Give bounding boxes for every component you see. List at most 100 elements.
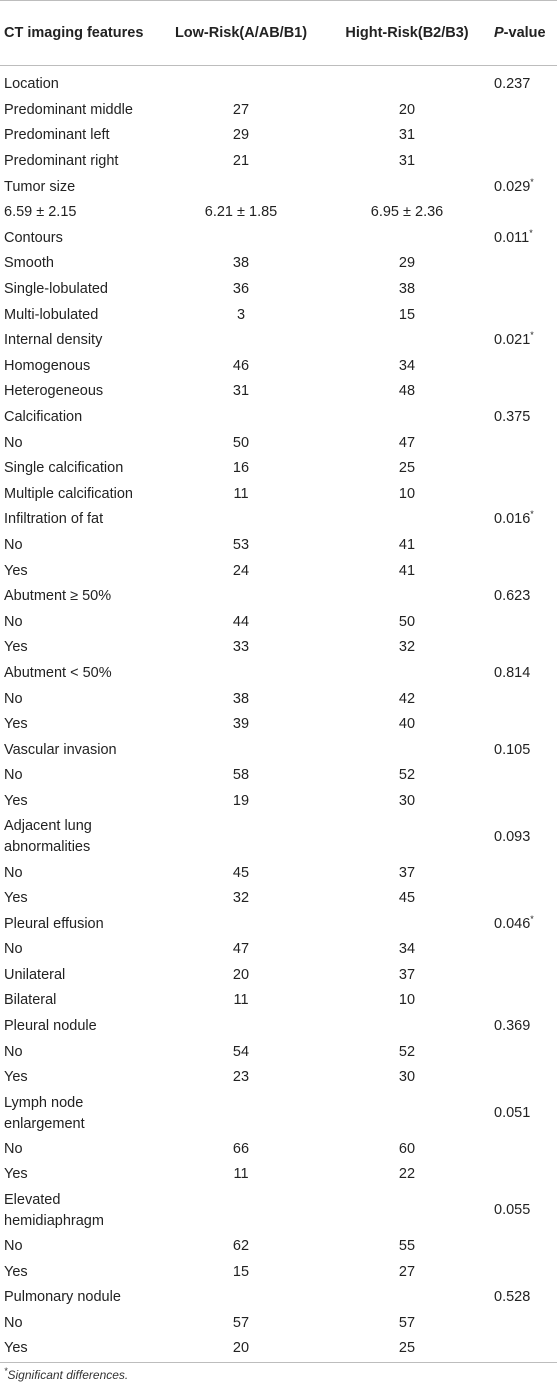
- cell-feature-text: Pleural nodule: [4, 1018, 97, 1035]
- cell-high-risk-text: 34: [398, 357, 416, 374]
- cell-low-risk: [158, 507, 324, 533]
- cell-high-risk: 47: [324, 430, 490, 456]
- cell-feature-text: Yes: [4, 639, 28, 656]
- cell-p-value: [490, 1259, 557, 1285]
- cell-feature: Multiple calcification: [0, 482, 158, 508]
- table-row: Lymph node enlargement 0.051: [0, 1091, 557, 1137]
- cell-feature: Adjacent lung abnormalities: [0, 814, 158, 860]
- cell-p-value: [490, 988, 557, 1014]
- cell-p-value-text: 0.046: [494, 915, 531, 932]
- table-row: Pleural nodule 0.369: [0, 1014, 557, 1040]
- cell-low-risk-text: 24: [232, 562, 250, 579]
- cell-feature-text: Calcification: [4, 409, 83, 426]
- cell-low-risk: 47: [158, 937, 324, 963]
- cell-feature-text: No: [4, 1043, 23, 1060]
- cell-high-risk: 52: [324, 763, 490, 789]
- cell-high-risk: 30: [324, 1065, 490, 1091]
- cell-low-risk-text: 66: [232, 1140, 250, 1157]
- cell-p-value: 0.375: [490, 405, 557, 431]
- cell-feature-text: Pleural effusion: [4, 915, 104, 932]
- cell-high-risk-text: 25: [398, 460, 416, 477]
- cell-high-risk: 22: [324, 1162, 490, 1188]
- cell-p-value: [490, 98, 557, 124]
- cell-low-risk-text: 16: [232, 460, 250, 477]
- cell-low-risk-text: 29: [232, 127, 250, 144]
- cell-feature-text: Adjacent lung abnormalities: [4, 818, 92, 856]
- cell-high-risk: 55: [324, 1234, 490, 1260]
- cell-feature-text: Predominant right: [4, 153, 119, 170]
- cell-p-value: [490, 200, 557, 226]
- cell-feature: Multi-lobulated: [0, 302, 158, 328]
- cell-low-risk: 39: [158, 712, 324, 738]
- cell-feature: Abutment < 50%: [0, 661, 158, 687]
- cell-low-risk: 19: [158, 789, 324, 815]
- cell-low-risk: 31: [158, 379, 324, 405]
- cell-low-risk: [158, 405, 324, 431]
- cell-low-risk: 24: [158, 558, 324, 584]
- cell-high-risk-text: 15: [398, 306, 416, 323]
- cell-high-risk: [324, 911, 490, 937]
- cell-feature: Predominant middle: [0, 98, 158, 124]
- cell-p-value: [490, 937, 557, 963]
- table-row: No 47 34: [0, 937, 557, 963]
- footnote-mark: *: [4, 1366, 8, 1376]
- cell-feature-text: Vascular invasion: [4, 741, 117, 758]
- cell-low-risk: 36: [158, 277, 324, 303]
- cell-low-risk-text: 19: [232, 792, 250, 809]
- cell-feature-text: Predominant left: [4, 127, 110, 144]
- cell-feature-text: Yes: [4, 792, 28, 809]
- table-body: Location 0.237 Predominant middle 27 20 Predo…: [0, 66, 557, 1363]
- cell-low-risk: 11: [158, 988, 324, 1014]
- table-row: No 44 50: [0, 609, 557, 635]
- cell-low-risk: 6.21 ± 1.85: [158, 200, 324, 226]
- cell-feature-text: Bilateral: [4, 992, 57, 1009]
- cell-feature-text: Yes: [4, 1340, 28, 1357]
- cell-high-risk-text: 30: [398, 1069, 416, 1086]
- cell-feature: No: [0, 430, 158, 456]
- cell-feature: Abutment ≥ 50%: [0, 584, 158, 610]
- table-row: Predominant left 29 31: [0, 123, 557, 149]
- cell-low-risk: 33: [158, 635, 324, 661]
- cell-feature: No: [0, 1137, 158, 1163]
- table-row: Yes 23 30: [0, 1065, 557, 1091]
- cell-high-risk: [324, 1285, 490, 1311]
- table-row: Unilateral 20 37: [0, 963, 557, 989]
- cell-p-value: 0.814: [490, 661, 557, 687]
- cell-high-risk: 41: [324, 533, 490, 559]
- cell-high-risk: [324, 507, 490, 533]
- cell-feature-text: Abutment ≥ 50%: [4, 588, 112, 605]
- cell-feature: Bilateral: [0, 988, 158, 1014]
- cell-high-risk: 57: [324, 1311, 490, 1337]
- cell-feature-text: Yes: [4, 562, 28, 579]
- cell-feature-text: Homogenous: [4, 357, 91, 374]
- cell-feature: Yes: [0, 635, 158, 661]
- cell-high-risk-text: 32: [398, 639, 416, 656]
- table-row: No 58 52: [0, 763, 557, 789]
- table-row: Yes 20 25: [0, 1336, 557, 1363]
- cell-high-risk: 34: [324, 937, 490, 963]
- cell-feature: Vascular invasion: [0, 737, 158, 763]
- cell-feature: Contours: [0, 226, 158, 252]
- table-row: Yes 32 45: [0, 886, 557, 912]
- cell-p-value: 0.051: [490, 1091, 557, 1137]
- cell-high-risk: 45: [324, 886, 490, 912]
- cell-feature-text: Single calcification: [4, 460, 124, 477]
- cell-low-risk-text: 62: [232, 1238, 250, 1255]
- cell-high-risk: [324, 328, 490, 354]
- cell-low-risk-text: 31: [232, 383, 250, 400]
- cell-feature-text: Pulmonary nodule: [4, 1289, 121, 1306]
- cell-p-value-text: 0.093: [494, 828, 531, 845]
- cell-low-risk-text: 58: [232, 767, 250, 784]
- cell-p-value-text: 0.051: [494, 1105, 531, 1122]
- significance-mark: *: [530, 176, 534, 187]
- cell-high-risk: 15: [324, 302, 490, 328]
- cell-feature-text: Tumor size: [4, 178, 76, 195]
- footnote: *Significant differences.: [4, 1366, 128, 1383]
- cell-p-value: [490, 277, 557, 303]
- cell-low-risk-text: 20: [232, 966, 250, 983]
- cell-low-risk-text: 45: [232, 864, 250, 881]
- cell-high-risk: [324, 72, 490, 98]
- cell-low-risk: 44: [158, 609, 324, 635]
- cell-p-value: 0.029*: [490, 174, 557, 200]
- cell-high-risk: 32: [324, 635, 490, 661]
